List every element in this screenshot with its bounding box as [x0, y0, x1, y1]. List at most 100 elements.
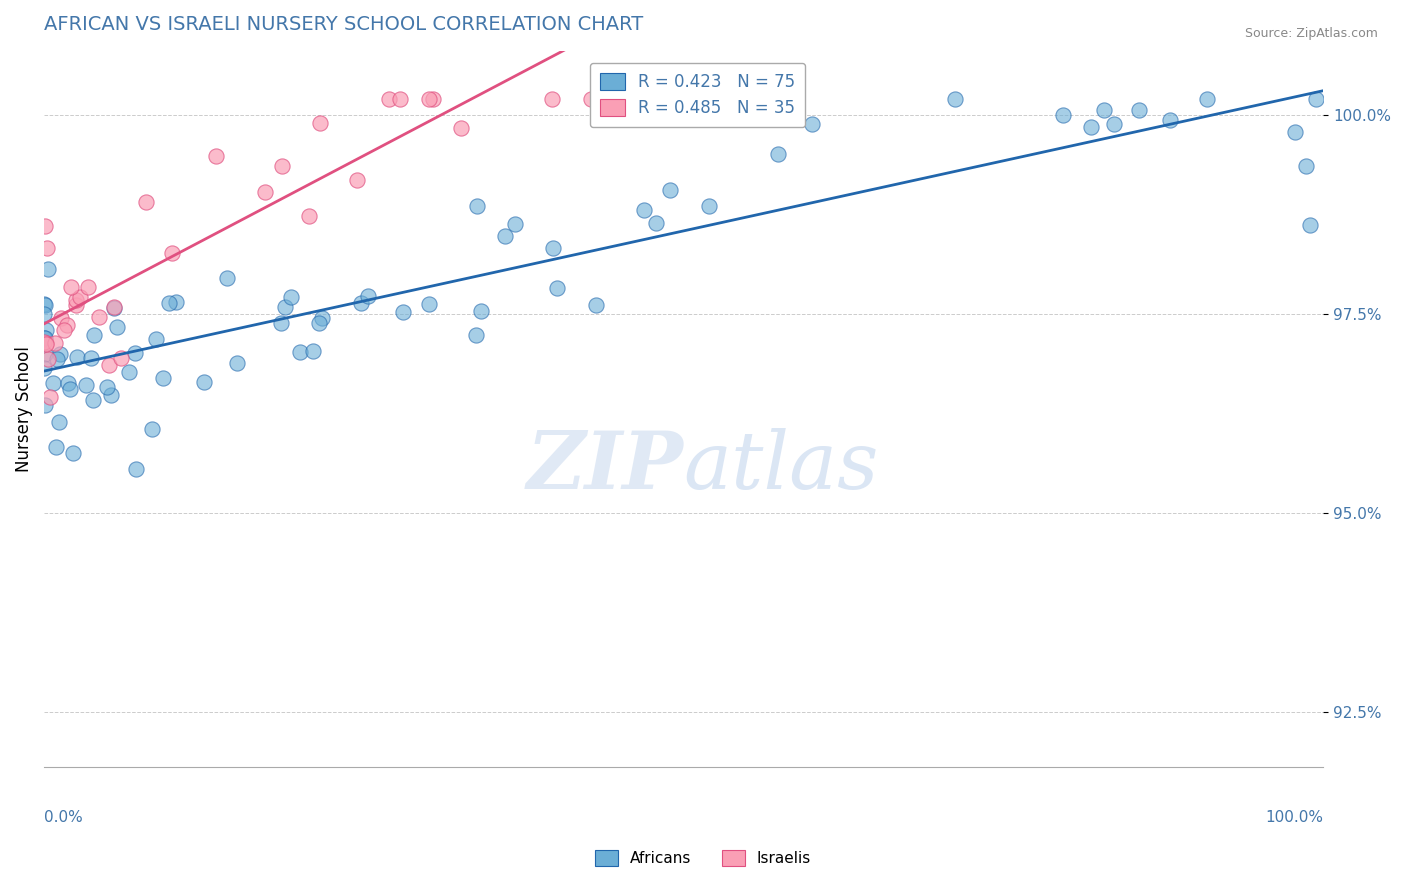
Point [62, 445, 84, 459]
Point [39, 390, 62, 404]
Point [97, 358, 120, 372]
Point [69, 290, 91, 304]
Point [253, 185, 276, 199]
Point [34, 298, 56, 312]
Point [75, 378, 97, 392]
Point [45, 440, 67, 454]
Point [1102, 117, 1125, 131]
Point [49, 347, 72, 361]
Point [1305, 92, 1327, 106]
Point [633, 202, 655, 217]
Point [215, 271, 238, 285]
Point [165, 295, 187, 310]
Text: atlas: atlas [683, 427, 879, 505]
Point [418, 297, 440, 311]
Point [103, 300, 125, 314]
Point [943, 92, 966, 106]
Point [100, 388, 122, 402]
Point [37, 262, 59, 277]
Point [32, 331, 55, 345]
Point [35, 336, 58, 351]
Point [766, 147, 789, 161]
Text: 0.0%: 0.0% [44, 810, 83, 825]
Point [494, 228, 516, 243]
Point [346, 172, 368, 186]
Point [160, 246, 183, 260]
Point [37, 352, 59, 367]
Point [465, 327, 488, 342]
Point [1299, 218, 1322, 232]
Point [308, 316, 330, 330]
Point [48, 415, 70, 429]
Point [270, 316, 292, 330]
Point [389, 92, 412, 106]
Point [44, 335, 66, 350]
Point [110, 351, 132, 366]
Point [659, 183, 682, 197]
Point [80, 351, 103, 365]
Point [418, 92, 440, 106]
Point [465, 199, 488, 213]
Point [34, 398, 56, 412]
Point [157, 296, 180, 310]
Point [273, 301, 295, 315]
Point [65, 298, 87, 312]
Point [357, 289, 380, 303]
Point [65, 293, 87, 307]
Point [579, 92, 602, 106]
Point [585, 298, 607, 312]
Point [1295, 159, 1317, 173]
Point [1092, 103, 1115, 117]
Point [541, 92, 564, 106]
Point [280, 290, 302, 304]
Point [1159, 113, 1181, 128]
Point [37, 241, 59, 255]
Point [152, 371, 174, 385]
Point [83, 328, 105, 343]
Point [541, 241, 564, 255]
Point [34, 219, 56, 234]
Point [1197, 92, 1219, 106]
Point [1052, 108, 1074, 122]
Point [35, 336, 58, 351]
Point [193, 376, 215, 390]
Point [205, 149, 228, 163]
Y-axis label: Nursery School: Nursery School [15, 346, 32, 472]
Point [270, 159, 292, 173]
Point [546, 281, 568, 295]
Point [118, 365, 141, 379]
Point [309, 115, 332, 129]
Point [800, 117, 823, 131]
Point [105, 319, 128, 334]
Point [66, 350, 89, 364]
Point [226, 356, 249, 370]
Point [450, 120, 472, 135]
Point [141, 422, 163, 436]
Point [697, 199, 720, 213]
Point [103, 301, 125, 315]
Point [34, 331, 56, 345]
Point [377, 92, 399, 106]
Point [288, 344, 311, 359]
Point [82, 393, 104, 408]
Point [51, 311, 73, 326]
Point [311, 310, 333, 325]
Point [1284, 125, 1306, 139]
Point [124, 346, 146, 360]
Point [32, 296, 55, 310]
Point [56, 376, 79, 390]
Point [645, 216, 668, 230]
Point [470, 304, 492, 318]
Text: 100.0%: 100.0% [1265, 810, 1323, 825]
Point [42, 376, 65, 390]
Point [52, 323, 75, 337]
Point [87, 310, 110, 324]
Point [145, 332, 167, 346]
Point [422, 92, 444, 106]
Point [59, 382, 82, 396]
Point [59, 279, 82, 293]
Legend: Africans, Israelis: Africans, Israelis [586, 841, 820, 875]
Point [56, 318, 79, 333]
Text: Source: ZipAtlas.com: Source: ZipAtlas.com [1244, 27, 1378, 40]
Point [1080, 120, 1102, 134]
